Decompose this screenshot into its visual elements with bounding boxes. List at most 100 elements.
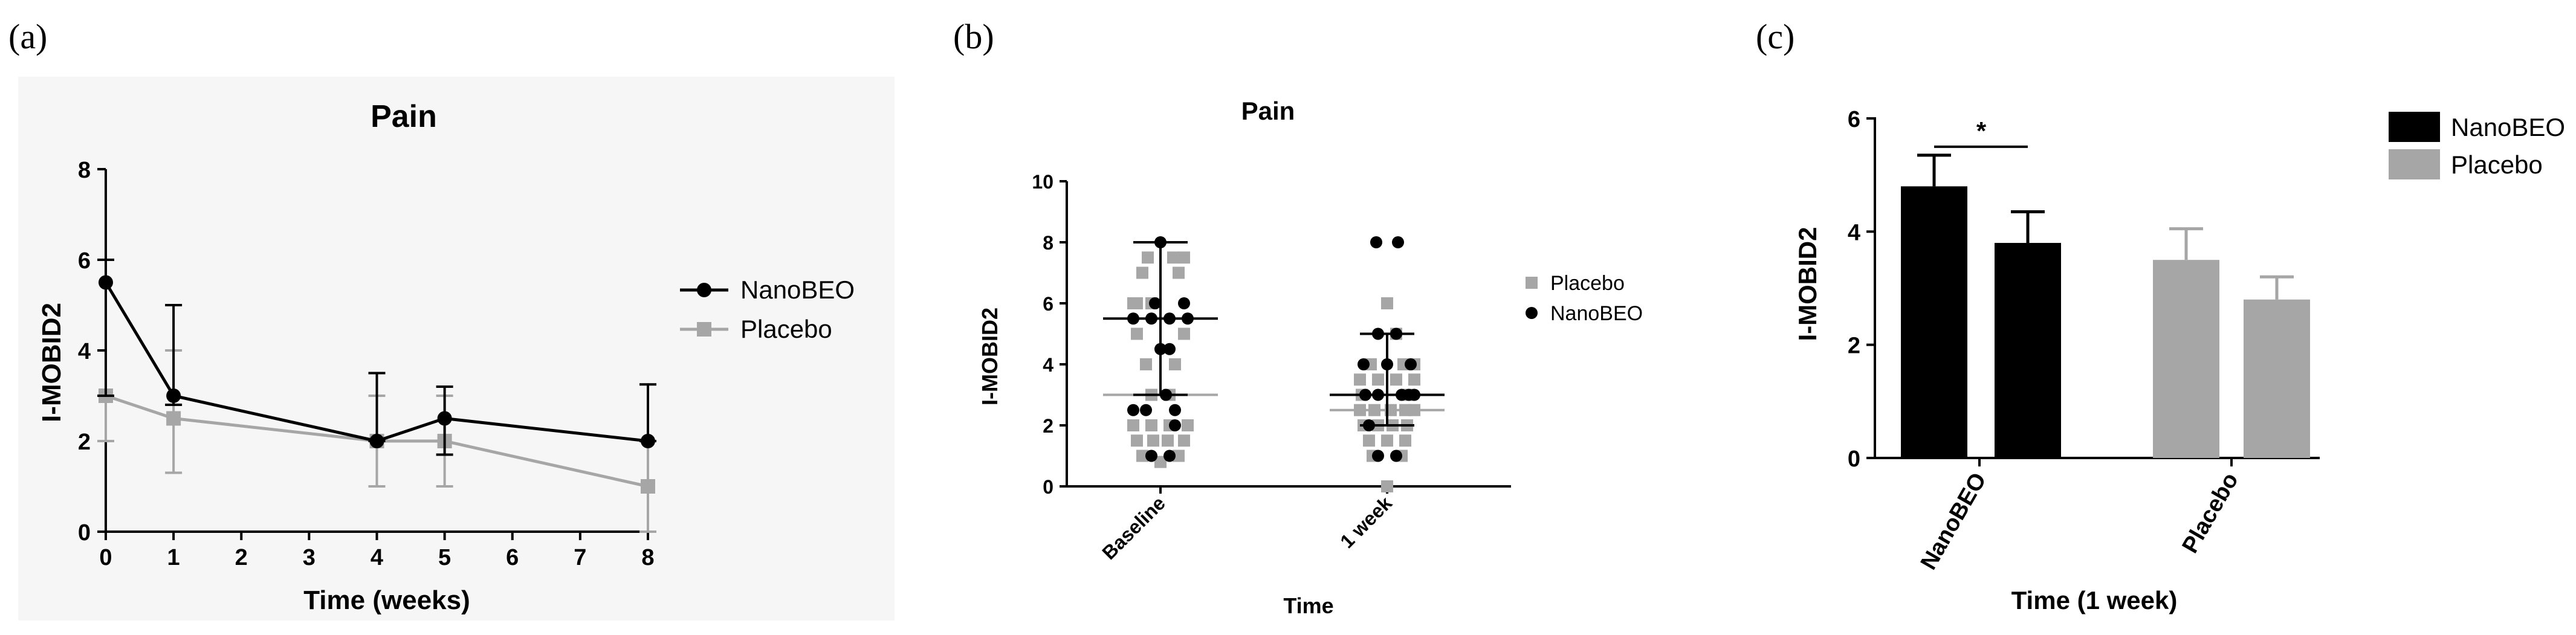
placebo-point [1399,434,1411,447]
nanobeo-point [1145,450,1157,462]
x-axis-label: Time [1283,593,1333,618]
data-point [166,411,181,426]
legend-swatch [2389,112,2440,142]
nanobeo-point [1163,343,1176,355]
placebo-point [1136,266,1148,279]
chart-title: Pain [1241,97,1295,125]
y-tick-label: 6 [1043,293,1053,315]
placebo-point [1178,327,1190,340]
data-point [99,275,113,290]
x-tick-label: Baseline [1098,492,1170,564]
x-tick-label: 6 [506,545,519,570]
placebo-point [1178,251,1190,264]
placebo-point [1390,373,1402,386]
bar [1901,186,1967,458]
x-axis-label: Time (1 week) [2011,586,2178,614]
nanobeo-point [1372,388,1384,401]
nanobeo-point [1169,404,1181,416]
nanobeo-point [1390,327,1402,340]
bar [2153,260,2219,458]
y-tick-label: 8 [78,158,91,183]
x-tick-label: 8 [641,545,654,570]
nanobeo-point [1178,297,1190,309]
nanobeo-point [1149,297,1161,309]
y-tick-label: 4 [1043,354,1053,376]
placebo-point [1381,297,1393,309]
data-point [166,388,181,403]
x-tick-label: NanoBEO [1916,469,1992,575]
data-point [369,434,384,448]
nanobeo-point [1358,358,1370,370]
placebo-point [1173,450,1185,462]
x-tick-label: 5 [438,545,451,570]
plot-background [18,77,895,620]
panel-label-a: (a) [8,17,47,56]
y-axis-label: I-MOBID2 [1793,227,1822,341]
significance-star: * [1976,117,1987,145]
legend-label: Placebo [2451,150,2543,179]
nanobeo-point [1372,450,1384,462]
line-chart-panel: Pain 0 1 2 3 4 5 6 7 8 0 2 4 6 8 Time (weeks) I-MOBID… [18,77,895,620]
y-tick-label: 8 [1043,232,1053,254]
legend-swatch [2389,149,2440,179]
y-tick-label: 6 [78,248,91,274]
legend-label: NanoBEO [2451,113,2565,141]
nanobeo-point [1381,358,1393,370]
nanobeo-point [1163,450,1176,462]
placebo-point [1127,419,1139,431]
placebo-point [1154,456,1167,468]
scatter-chart-panel: Pain 0 2 4 6 8 10 Baseline 1 week Time I-MOBID2… [977,97,1643,618]
nanobeo-point [1408,388,1420,401]
nanobeo-point [1363,419,1375,431]
y-tick-label: 0 [1848,446,1860,472]
nanobeo-point [1154,343,1167,355]
x-tick-label: 1 week [1336,492,1396,552]
legend-label: NanoBEO [740,276,855,304]
nanobeo-point [1160,388,1172,401]
nanobeo-point [1372,327,1384,340]
x-tick-label: 3 [303,545,316,570]
placebo-point [1136,450,1148,462]
nanobeo-point [1140,404,1152,416]
x-axis-label: Time (weeks) [303,585,470,615]
y-tick-label: 0 [1043,476,1053,498]
legend-marker [1526,307,1538,319]
bar-chart-panel: 0 2 4 6 NanoBEO Placebo * Time (1 week) I-MOBI… [1793,107,2565,614]
y-tick-label: 2 [1043,415,1053,437]
y-axis-label: I-MOBID2 [37,303,66,422]
placebo-point [1127,297,1139,309]
placebo-point [1178,434,1190,447]
data-point [641,479,655,494]
legend-label: Placebo [1550,272,1625,295]
nanobeo-point [1359,388,1371,401]
panel-label-c: (c) [1756,17,1794,56]
placebo-point [1381,434,1393,447]
chart-title: Pain [371,99,437,134]
placebo-point [1167,251,1179,264]
nanobeo-point [1154,236,1167,248]
nanobeo-point [1182,312,1194,325]
nanobeo-point [1392,236,1404,248]
placebo-point [1173,266,1185,279]
data-point [437,411,452,426]
placebo-point [1131,434,1143,447]
nanobeo-point [1390,450,1402,462]
bar [1995,243,2061,458]
legend-marker [697,283,711,297]
y-tick-label: 0 [78,520,91,546]
y-tick-label: 4 [78,339,91,364]
placebo-point [1408,373,1420,386]
x-tick-label: 4 [371,545,383,570]
placebo-point [1147,434,1159,447]
placebo-point [1162,434,1174,447]
x-tick-label: Placebo [2178,469,2244,558]
placebo-point [1182,419,1194,431]
legend-marker [1526,277,1538,289]
y-tick-label: 4 [1848,220,1860,245]
placebo-point [1372,373,1384,386]
placebo-point [1381,480,1393,492]
placebo-point [1131,327,1143,340]
placebo-point [1142,251,1154,264]
x-tick-label: 2 [235,545,248,570]
